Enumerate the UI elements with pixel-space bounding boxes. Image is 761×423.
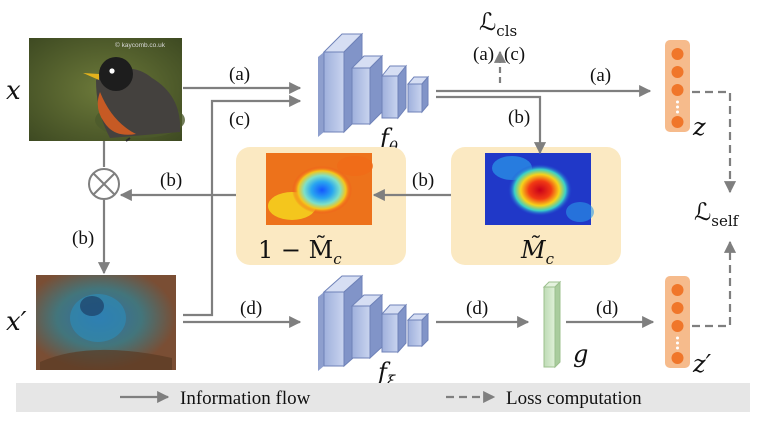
flow-label-mask-to-inverse: (b) xyxy=(412,170,434,191)
masked-image-x-prime xyxy=(36,275,176,370)
flow-label-cls-a: (a) xyxy=(473,44,494,65)
embedding-z-prime xyxy=(665,276,690,368)
flow-label-encoder-to-mask: (b) xyxy=(508,107,530,128)
x-label: x xyxy=(6,76,21,106)
legend-dashed-label: Loss computation xyxy=(506,388,642,409)
g-label: g xyxy=(573,340,588,368)
legend-solid-label: Information flow xyxy=(180,388,311,409)
flow-label-cls-c: (c) xyxy=(504,44,525,65)
loss-computation-arrows xyxy=(692,90,737,328)
flow-label-x-to-encoder: (a) xyxy=(229,64,250,85)
multiply-node xyxy=(88,168,120,200)
projector-g xyxy=(542,280,562,369)
saliency-mask-panel: M̃c xyxy=(451,147,621,268)
x-prime-label: x′ xyxy=(6,307,27,337)
flow-label-encoder-to-g: (d) xyxy=(466,298,488,319)
legend: Information flow Loss computation xyxy=(16,383,750,412)
input-image-x: © kaycomb.co.uk xyxy=(29,38,185,142)
z-label: z xyxy=(692,113,706,141)
watermark: © kaycomb.co.uk xyxy=(115,41,166,49)
flow-label-g-to-z: (d) xyxy=(596,298,618,319)
information-flow-arrows xyxy=(97,50,655,329)
encoder-f-xi xyxy=(318,274,430,371)
flow-label-encoder-to-z: (a) xyxy=(590,65,611,86)
saliency-mask-label: M̃c xyxy=(520,236,555,268)
inverse-mask-label: 1 − M̃c xyxy=(258,236,342,268)
flow-label-inverse-to-mult: (b) xyxy=(160,170,182,191)
embedding-z xyxy=(665,40,690,132)
loss-self-label: ℒself xyxy=(694,198,740,230)
flow-label-mult-to-xprime: (b) xyxy=(72,228,94,249)
inverse-mask-panel: 1 − M̃c xyxy=(236,147,406,268)
encoder-f-theta xyxy=(318,32,430,137)
z-prime-label: z′ xyxy=(692,350,712,378)
flow-label-c-to-encoder: (c) xyxy=(229,109,250,130)
loss-cls-label: ℒcls xyxy=(479,8,517,40)
flow-label-xprime-to-encoder: (d) xyxy=(240,298,262,319)
